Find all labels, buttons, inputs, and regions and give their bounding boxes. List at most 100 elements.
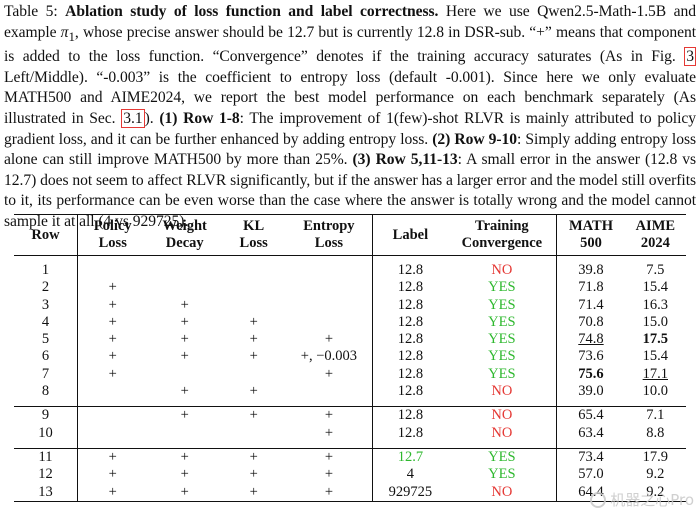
cell-conv: YES xyxy=(488,331,516,348)
cell-math: 39.8 xyxy=(556,255,625,280)
cell-kl: + xyxy=(221,447,286,467)
cell-aime: 9.2 xyxy=(624,483,686,502)
caption-text-1b: , whose precise answer should be 12.7 bu… xyxy=(4,23,696,66)
cell-policy xyxy=(76,406,148,425)
header-label: Label xyxy=(372,214,448,256)
table-row: 1 12.8 NO 39.8 7.5 xyxy=(14,255,686,280)
cell-math: 71.8 xyxy=(556,279,625,297)
cell-label: 12.8 xyxy=(372,331,448,349)
ablation-table: Row Policy Loss Weight Decay KL Loss Entrop… xyxy=(14,214,686,502)
cell-label: 12.8 xyxy=(372,383,448,407)
table-row: 3 + +12.8 YES 71.4 16.3 xyxy=(14,296,686,314)
cell-label: 12.8 xyxy=(372,255,448,280)
cell-conv: NO xyxy=(447,406,557,425)
cell-entropy: + xyxy=(324,466,333,483)
header-training-convergence: Training Convergence xyxy=(447,214,557,256)
cell-policy: + xyxy=(76,348,148,366)
cell-policy: + xyxy=(76,313,148,332)
cell-aime: 15.4 xyxy=(642,279,668,296)
cell-entropy xyxy=(285,279,373,296)
cell-conv: YES xyxy=(488,348,516,365)
cell-row: 10 xyxy=(38,424,53,441)
pi-symbol: π xyxy=(60,23,69,41)
table-row: 11 + + + +12.7 YES 73.4 17.9 xyxy=(14,447,686,467)
cell-label: 12.8 xyxy=(372,348,448,366)
cell-kl: + xyxy=(249,466,258,483)
cell-aime: 8.8 xyxy=(646,424,665,441)
cell-weight xyxy=(148,366,222,383)
cell-aime: 15.0 xyxy=(642,313,668,330)
table-header-row: Row Policy Loss Weight Decay KL Loss Entrop… xyxy=(14,214,686,256)
cell-math: 74.8 xyxy=(556,331,625,349)
header-kl-loss: KL Loss xyxy=(221,214,286,256)
header-entropy-loss: Entropy Loss xyxy=(285,214,373,256)
wechat-logo-icon xyxy=(590,491,607,508)
pi-subscript: 1 xyxy=(68,28,75,44)
header-policy-loss: Policy Loss xyxy=(76,214,148,256)
cell-policy xyxy=(76,424,148,449)
cell-conv: NO xyxy=(491,424,513,441)
caption-prefix: Table 5: xyxy=(4,3,66,20)
cell-aime: 17.9 xyxy=(624,447,686,467)
cell-kl xyxy=(222,279,285,296)
cell-policy: + xyxy=(76,466,148,484)
cell-weight xyxy=(148,279,222,296)
cell-policy: + xyxy=(76,279,148,297)
cell-entropy: + xyxy=(324,331,333,348)
table-row: 7 + +12.8 YES 75.6 17.1 xyxy=(14,365,686,384)
section-ref-link[interactable]: 3.1 xyxy=(121,109,145,129)
header-math500: MATH 500 xyxy=(556,214,625,256)
cell-aime: 7.1 xyxy=(624,406,686,425)
figure-ref-link[interactable]: 3 xyxy=(684,47,696,67)
cell-weight: + xyxy=(180,331,189,348)
cell-label: 12.8 xyxy=(372,424,448,449)
header-weight-decay: Weight Decay xyxy=(147,214,222,256)
cell-math: 71.4 xyxy=(556,296,625,314)
table-row: 12 + + + +4 YES 57.0 9.2 xyxy=(14,466,686,484)
cell-conv: NO xyxy=(491,262,513,278)
cell-aime: 17.5 xyxy=(642,331,668,348)
cell-label: 12.8 xyxy=(372,296,448,314)
cell-row: 5 xyxy=(41,331,50,348)
table-row: 9 + + +12.8 NO 65.4 7.1 xyxy=(14,406,686,425)
cell-entropy xyxy=(285,383,373,407)
cell-kl: + xyxy=(221,483,286,502)
cell-weight: + xyxy=(180,348,189,365)
cell-entropy: + xyxy=(285,483,373,502)
cell-row: 2 xyxy=(41,279,50,296)
cell-policy: + xyxy=(76,447,148,467)
cell-row: 1 xyxy=(41,262,50,278)
cell-row: 3 xyxy=(41,296,50,313)
cell-entropy: + xyxy=(285,447,373,467)
caption-text-3: ). xyxy=(144,110,160,128)
cell-aime: 10.0 xyxy=(642,383,668,400)
watermark-text: 机器之心Pro xyxy=(610,491,694,509)
cell-math: 73.4 xyxy=(556,447,625,467)
cell-aime: 9.2 xyxy=(646,466,665,483)
cell-row: 6 xyxy=(41,348,50,365)
cell-conv: YES xyxy=(488,365,516,382)
table-group-rows-9-10: 9 + + +12.8 NO 65.4 7.1 10 +12.8 NO 63.4 8.8 xyxy=(14,406,686,449)
cell-aime: 7.5 xyxy=(646,262,665,278)
cell-conv: YES xyxy=(488,466,516,483)
cell-row: 11 xyxy=(14,447,78,467)
cell-kl: + xyxy=(249,331,258,348)
cell-row: 8 xyxy=(41,383,50,400)
cell-weight: + xyxy=(180,383,189,400)
cell-row: 12 xyxy=(38,466,53,483)
cell-conv: YES xyxy=(488,313,516,330)
caption-text-1a: Here we use Qwen2.5-Math-1.5B and exampl… xyxy=(4,3,696,41)
cell-math: 73.6 xyxy=(556,348,625,366)
cell-label: 12.8 xyxy=(372,365,448,384)
cell-kl xyxy=(222,297,285,314)
table-row: 2 +12.8 YES 71.8 15.4 xyxy=(14,279,686,297)
table-row: 13 + + + +929725 NO 64.4 9.2 xyxy=(14,483,686,502)
cell-kl: + xyxy=(249,383,258,400)
cell-kl xyxy=(222,425,285,449)
cell-math: 65.4 xyxy=(556,406,625,425)
caption-point-2: (2) Row 9-10 xyxy=(432,130,518,148)
cell-row: 4 xyxy=(41,313,50,330)
cell-kl: + xyxy=(249,348,258,365)
cell-label: 4 xyxy=(372,466,448,484)
header-aime2024: AIME 2024 xyxy=(624,214,686,256)
